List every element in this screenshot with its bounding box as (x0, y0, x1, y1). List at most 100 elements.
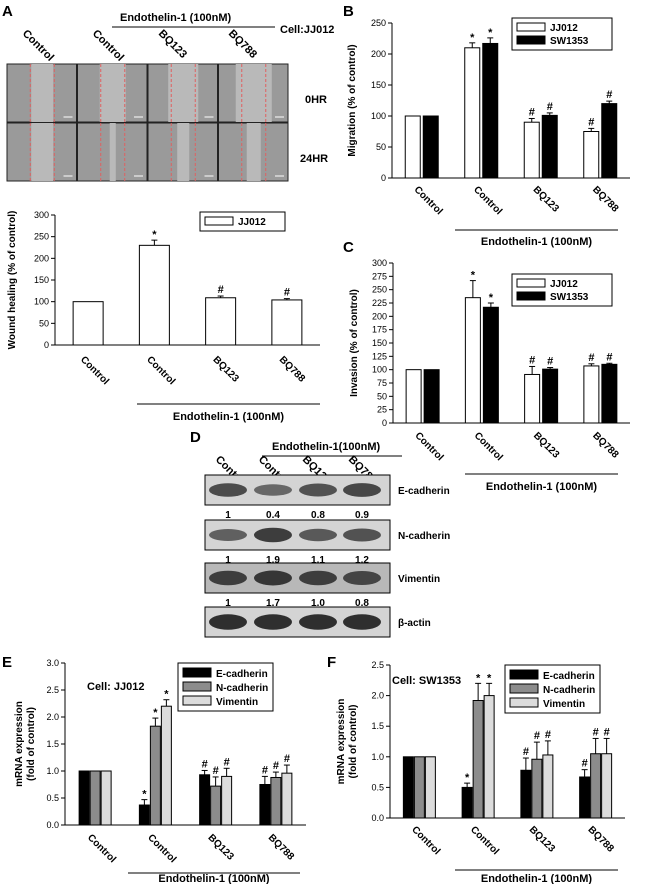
blot-band (343, 483, 381, 497)
y-tick-label: 200 (371, 49, 386, 59)
panel-letter-a: A (2, 3, 13, 20)
blot-band (209, 483, 247, 497)
blot-ratio: 1.1 (311, 555, 325, 566)
category-label: Control (145, 832, 178, 865)
col-label-a-et1: Control (90, 28, 126, 64)
blot-band (343, 614, 381, 630)
legend-swatch (509, 683, 539, 694)
significance-hash: # (213, 765, 219, 777)
significance-star: * (142, 789, 147, 801)
significance-star: * (470, 32, 475, 44)
bar (520, 769, 532, 819)
bar (531, 758, 543, 819)
y-tick-label: 0 (381, 173, 386, 183)
bar (221, 775, 233, 826)
y-tick-label: 150 (371, 80, 386, 90)
category-label: Control (144, 354, 177, 387)
y-axis-label: Invasion (% of control) (349, 289, 360, 397)
blot-band (343, 571, 381, 585)
y-tick-label: 0 (44, 340, 49, 350)
significance-star: * (488, 27, 493, 39)
significance-hash: # (588, 352, 594, 364)
y-tick-label: 300 (372, 258, 387, 268)
blot-band (254, 570, 292, 586)
western-blot: E-cadherin 1 0.4 0.8 0.9 N-cadherin 1 1.9 1.1 1.2… (204, 474, 450, 638)
bar (78, 770, 90, 826)
significance-star: * (487, 672, 492, 684)
category-label: Control (78, 354, 111, 387)
wound-gap (168, 64, 199, 122)
row-label-24hr: 24HR (300, 153, 328, 165)
y-tick-label: 75 (377, 378, 387, 388)
panel-letter-b: B (343, 3, 354, 20)
y-tick-label: 50 (39, 318, 49, 328)
legend: E-cadherin N-cadherin Vimentin (504, 664, 601, 714)
blot-ratio: 1 (225, 510, 231, 521)
panel-letter-d: D (190, 429, 201, 446)
group-label: Endothelin-1 (100nM) (158, 873, 270, 884)
y-axis-label: (fold of control) (348, 705, 359, 779)
blot-ratio: 0.8 (311, 510, 325, 521)
bar (413, 756, 425, 819)
blot-ratio: 0.8 (355, 598, 369, 609)
blot-band (254, 484, 292, 496)
significance-hash: # (582, 758, 588, 770)
y-tick-label: 250 (34, 232, 49, 242)
significance-hash: # (273, 760, 279, 772)
panel-letter-f: F (327, 654, 336, 671)
wound-image-grid (6, 63, 289, 182)
legend: JJ012 (199, 211, 286, 232)
group-label: Endothelin-1 (100nM) (173, 411, 285, 423)
treatment-label-a: Endothelin-1 (100nM) (120, 12, 232, 24)
category-label: Control (413, 430, 446, 463)
y-axis-label: Wound healing (% of control) (7, 211, 18, 350)
y-tick-label: 300 (34, 210, 49, 220)
group-label: Endothelin-1 (100nM) (481, 873, 593, 884)
category-label: BQ123 (531, 430, 561, 460)
wound-gap (177, 123, 190, 181)
blot-band (299, 614, 337, 630)
y-axis-label: mRNA expression (336, 699, 347, 785)
bar (160, 705, 172, 826)
legend: JJ012 SW1353 (511, 273, 613, 307)
y-axis-label: mRNA expression (14, 701, 25, 787)
legend-label: JJ012 (238, 217, 266, 228)
chart-e-mrna-jj012: 0.0 0.5 1.0 1.5 2.0 2.5 3.0 mRNA expression (fol… (14, 658, 306, 884)
bar (89, 770, 101, 826)
bar (149, 725, 161, 826)
legend-label: N-cadherin (216, 683, 268, 694)
bar (281, 772, 293, 826)
y-tick-label: 0 (382, 418, 387, 428)
category-label: BQ123 (531, 184, 561, 214)
significance-star: * (153, 707, 158, 719)
blot-band (209, 529, 247, 541)
y-tick-label: 1.0 (371, 752, 384, 762)
category-label: Control (471, 184, 504, 217)
significance-hash: # (523, 746, 529, 758)
panel-letter-e: E (2, 654, 12, 671)
legend-swatch (204, 216, 234, 226)
category-label: BQ123 (527, 824, 557, 854)
legend-label: JJ012 (550, 279, 578, 290)
blot-ratio: 1 (225, 555, 231, 566)
blot-protein-label: N-cadherin (398, 531, 450, 542)
blot-protein-label: β-actin (398, 618, 431, 629)
significance-hash: # (588, 116, 594, 128)
group-label: Endothelin-1 (100nM) (486, 481, 598, 493)
bar (482, 42, 499, 179)
y-tick-label: 0.0 (371, 813, 384, 823)
bar (601, 103, 618, 179)
significance-star: * (471, 270, 476, 282)
significance-star: * (465, 772, 470, 784)
significance-hash: # (547, 101, 553, 113)
legend-label: SW1353 (550, 292, 589, 303)
cell-label-a: Cell:JJ012 (280, 24, 334, 36)
significance-hash: # (529, 106, 535, 118)
significance-hash: # (547, 356, 553, 368)
chart-a-wound-healing: 0 50 100 150 200 250 300 Wound healing (% of co… (7, 210, 320, 423)
col-label-a-control: Control (20, 28, 56, 64)
bar (199, 774, 211, 826)
bar (205, 297, 237, 346)
chart-title: Cell: JJ012 (87, 681, 144, 693)
